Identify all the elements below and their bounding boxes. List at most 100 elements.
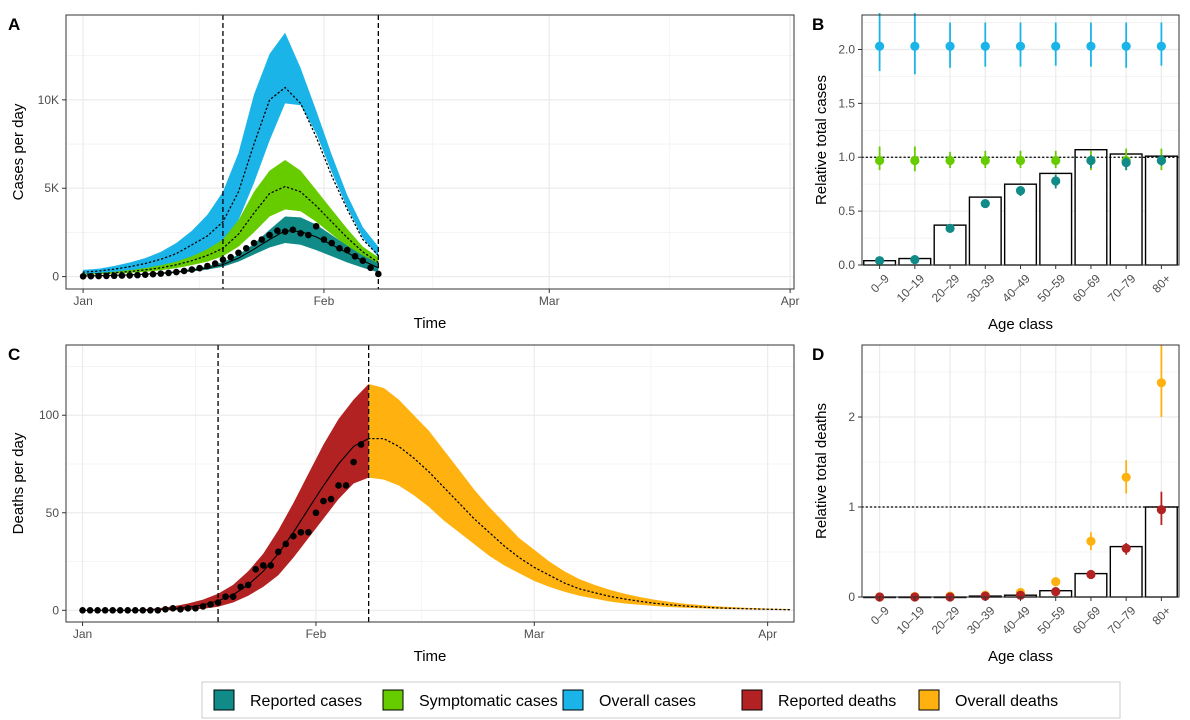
bar-7 <box>1109 153 1143 266</box>
data-point <box>367 264 374 272</box>
data-point <box>250 239 258 247</box>
point-overall-cases <box>1051 41 1061 51</box>
point-symptomatic-cases <box>1015 155 1026 166</box>
y-axis-title: Relative total cases <box>813 75 830 205</box>
point-overall-cases <box>1086 41 1096 51</box>
legend-label-overall-cases: Overall cases <box>599 693 696 710</box>
ribbon-overall-cases <box>83 32 379 274</box>
x-tick-label: Jan <box>73 627 92 641</box>
data-point <box>131 606 139 614</box>
bar-5 <box>1039 172 1073 266</box>
x-axis-title: Time <box>414 648 447 665</box>
bar-8 <box>1144 155 1178 266</box>
median-line-overall-cases <box>82 86 379 273</box>
data-point <box>312 222 320 230</box>
data-point <box>266 231 273 239</box>
plot-border <box>65 344 795 623</box>
data-point <box>237 583 244 591</box>
x-tick-label: 70–79 <box>1105 271 1139 305</box>
x-tick-label: 0–9 <box>868 271 892 295</box>
y-tick-label: 0 <box>848 590 855 604</box>
point-reported-deaths <box>1086 569 1096 580</box>
point-reported-cases <box>980 198 990 209</box>
data-point <box>297 230 304 237</box>
legend-key-reported-deaths <box>741 689 763 711</box>
point-overall-cases <box>1015 41 1026 51</box>
point-reported-cases <box>1156 155 1166 166</box>
x-tick-label: 70–79 <box>1105 603 1139 637</box>
point-overall-cases <box>875 41 885 51</box>
x-tick-label: Apr <box>758 627 777 641</box>
x-axis-title: Time <box>414 315 447 332</box>
data-point <box>184 605 192 612</box>
x-tick-label: 50–59 <box>1035 603 1069 637</box>
data-point <box>320 497 327 505</box>
data-point <box>126 272 134 279</box>
data-point <box>188 266 196 273</box>
panel-label-a: A <box>8 15 20 34</box>
data-point <box>199 603 207 610</box>
panel-label-c: C <box>8 345 20 364</box>
data-point <box>229 593 237 600</box>
ribbon-reported-cases <box>83 216 379 277</box>
data-point <box>157 270 165 277</box>
point-reported-cases <box>945 223 955 233</box>
x-tick-label: Jan <box>73 294 92 308</box>
y-tick-label: 1.5 <box>838 96 855 110</box>
legend-frame <box>201 681 1121 719</box>
data-point <box>118 272 126 279</box>
legend-key-symptomatic-cases <box>382 689 404 711</box>
data-point <box>357 441 365 448</box>
x-tick-label: Apr <box>781 294 800 308</box>
point-overall-cases <box>910 41 920 51</box>
data-point <box>87 272 95 280</box>
x-tick-label: 50–59 <box>1035 271 1069 305</box>
x-axis-title: Age class <box>988 316 1053 333</box>
panel-label-b: B <box>812 15 824 34</box>
legend-key-reported-cases <box>213 689 235 711</box>
y-tick-label: 1 <box>848 500 855 514</box>
point-reported-deaths <box>1156 505 1166 515</box>
legend: Reported cases Symptomatic cases Overall c… <box>201 681 1121 719</box>
bar-4 <box>1003 183 1038 266</box>
data-point <box>94 606 101 614</box>
data-point <box>196 264 203 272</box>
data-point <box>141 271 149 278</box>
data-point <box>320 236 328 243</box>
point-reported-cases <box>875 256 885 266</box>
x-tick-label: 30–39 <box>964 271 998 305</box>
x-tick-label: Feb <box>306 627 327 641</box>
point-symptomatic-cases <box>945 155 955 166</box>
panel-d-relative-deaths: 0–9 10–19 20–29 30–39 40–49 50–59 60–69 70–79 80… <box>813 344 1180 665</box>
data-point <box>110 272 118 280</box>
data-point <box>95 272 102 280</box>
data-point <box>103 272 110 280</box>
data-point <box>350 458 357 466</box>
legend-label-symptomatic-cases: Symptomatic cases <box>419 693 558 710</box>
y-tick-label: 2.0 <box>838 42 855 56</box>
data-point <box>154 606 162 614</box>
data-point <box>207 601 214 608</box>
x-tick-label: 0–9 <box>868 603 892 627</box>
data-point <box>139 606 147 614</box>
data-point <box>297 528 305 536</box>
point-overall-cases <box>1121 41 1131 51</box>
y-tick-label: 0.5 <box>838 204 855 218</box>
point-overall-deaths <box>1121 472 1131 482</box>
data-point <box>86 606 94 614</box>
data-point <box>165 269 172 277</box>
data-point <box>79 606 86 614</box>
legend-key-overall-deaths <box>918 689 940 711</box>
data-point <box>328 239 336 247</box>
data-point <box>227 253 235 261</box>
x-tick-label: Feb <box>314 294 335 308</box>
data-point <box>134 271 141 279</box>
data-point <box>147 606 154 614</box>
data-point <box>351 252 359 260</box>
point-reported-cases <box>1086 155 1096 166</box>
data-point <box>149 270 157 278</box>
data-point <box>116 606 124 614</box>
data-point <box>79 272 87 280</box>
y-tick-label: 0 <box>52 270 59 284</box>
y-axis-title: Relative total deaths <box>813 403 830 539</box>
